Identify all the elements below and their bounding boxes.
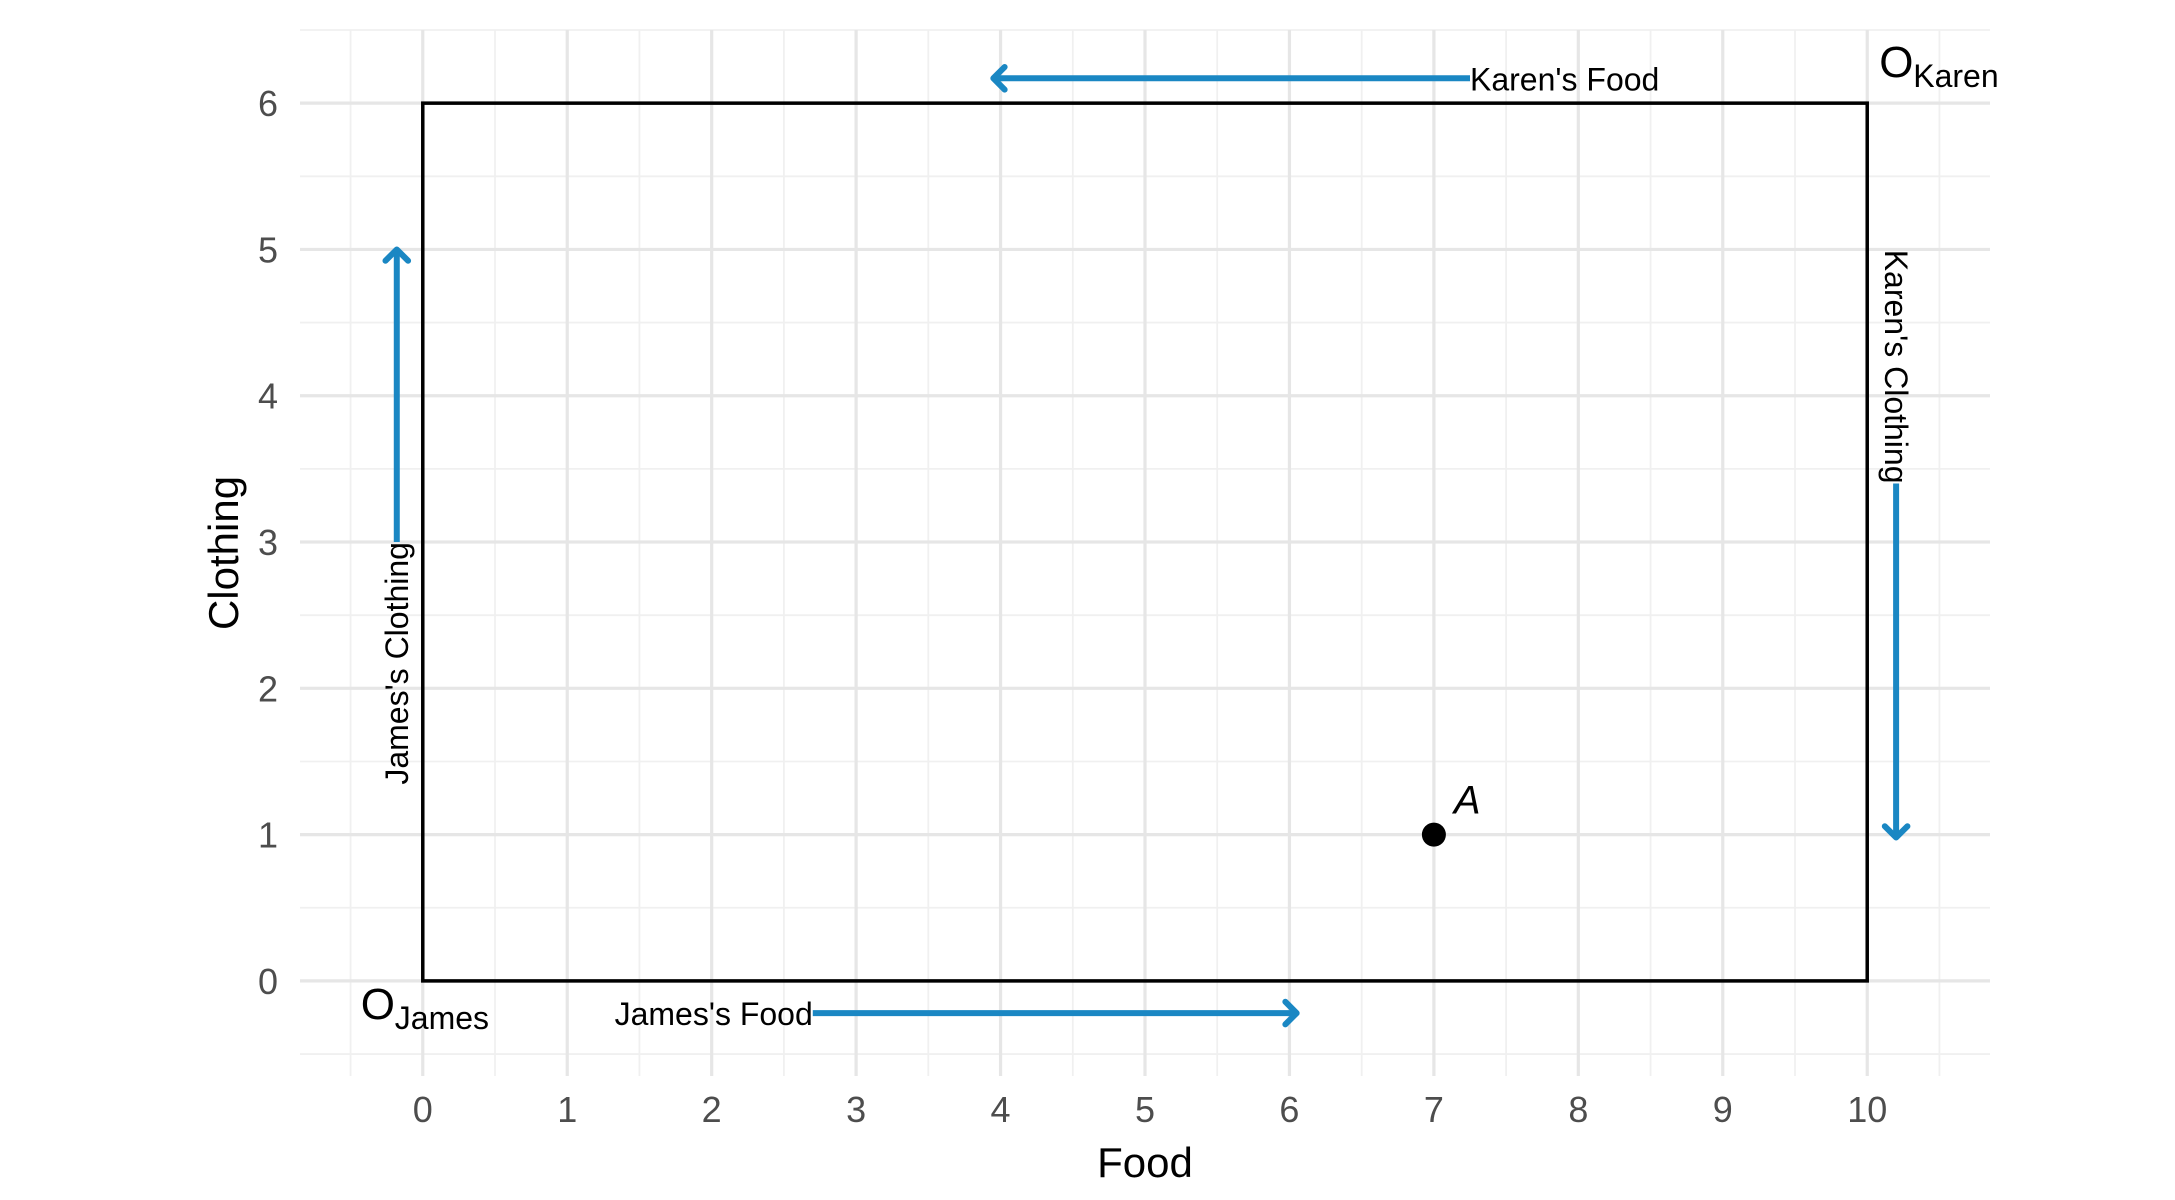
- y-tick-label: 5: [258, 229, 278, 270]
- point: A: [1421, 779, 1481, 847]
- origin-label-subscript: Karen: [1913, 58, 1998, 94]
- origin-label: O James: [361, 980, 489, 1036]
- y-axis-tick-labels: 0 1 2 3 4 5 6: [258, 83, 278, 1002]
- x-tick-label: 6: [1279, 1089, 1299, 1130]
- direction-arrows: [382, 63, 1911, 1028]
- point-marker: [1421, 822, 1446, 847]
- arrow-head: [1881, 823, 1911, 841]
- y-axis-title: Clothing: [200, 476, 247, 630]
- x-tick-label: 7: [1424, 1089, 1444, 1130]
- y-tick-label: 6: [258, 83, 278, 124]
- major-gridlines: [300, 30, 1990, 1076]
- allocation-points: A: [1421, 779, 1481, 847]
- arrow: [812, 998, 1300, 1028]
- arrow-labels: James's Food Karen's Food James's Clothing…: [379, 61, 1914, 1032]
- arrow-label: James's Food: [615, 996, 813, 1032]
- x-axis-title: Food: [1097, 1139, 1193, 1186]
- arrow-label: James's Clothing: [379, 542, 415, 785]
- origin-label-main: O: [361, 980, 395, 1029]
- x-tick-label: 8: [1568, 1089, 1588, 1130]
- x-tick-label: 10: [1847, 1089, 1887, 1130]
- x-tick-label: 4: [991, 1089, 1011, 1130]
- y-tick-label: 4: [258, 376, 278, 417]
- origin-label: O Karen: [1879, 38, 1998, 94]
- point-label: A: [1452, 779, 1481, 823]
- arrow: [382, 246, 412, 543]
- edgeworth-box: [421, 101, 1869, 983]
- arrow-head: [990, 63, 1008, 93]
- arrow: [990, 63, 1470, 93]
- origin-label-main: O: [1879, 38, 1913, 87]
- origin-label-subscript: James: [395, 1000, 489, 1036]
- y-tick-label: 0: [258, 961, 278, 1002]
- y-tick-label: 1: [258, 815, 278, 856]
- x-axis-tick-labels: 0 1 2 3 4 5 6 7 8 9 10: [413, 1089, 1887, 1130]
- arrow-head: [382, 246, 412, 264]
- x-tick-label: 9: [1713, 1089, 1733, 1130]
- arrow: [1881, 483, 1911, 841]
- arrow-label: Karen's Clothing: [1878, 250, 1914, 484]
- x-tick-label: 0: [413, 1089, 433, 1130]
- arrow-label: Karen's Food: [1470, 61, 1659, 97]
- x-tick-label: 1: [557, 1089, 577, 1130]
- x-tick-label: 5: [1135, 1089, 1155, 1130]
- arrow-head: [1282, 998, 1300, 1028]
- x-tick-label: 3: [846, 1089, 866, 1130]
- x-tick-label: 2: [702, 1089, 722, 1130]
- y-tick-label: 2: [258, 668, 278, 709]
- y-tick-label: 3: [258, 522, 278, 563]
